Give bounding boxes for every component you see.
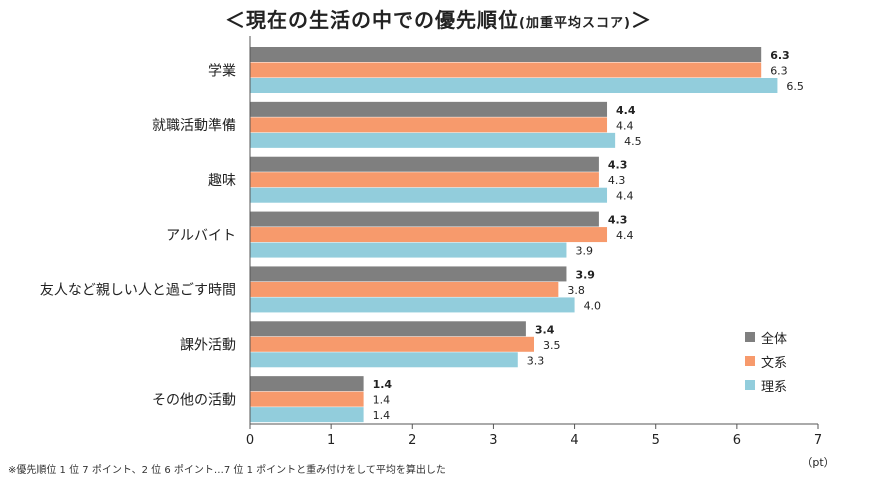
bar xyxy=(250,117,608,133)
legend: 全体 文系 理系 xyxy=(745,325,787,397)
data-label: 4.4 xyxy=(616,119,634,132)
legend-label: 全体 xyxy=(761,331,788,347)
x-tick-label: 6 xyxy=(733,433,741,448)
data-label: 3.4 xyxy=(535,323,555,336)
chart-title: ＜現在の生活の中での優先順位(加重平均スコア)＞ xyxy=(0,4,877,33)
legend-item: 理系 xyxy=(745,373,787,397)
x-tick-label: 0 xyxy=(246,433,254,448)
x-tick-label: 7 xyxy=(814,433,822,448)
data-label: 1.4 xyxy=(373,378,393,391)
x-tick-label: 2 xyxy=(408,433,416,448)
chart-title-main: ＜現在の生活の中での優先順位 xyxy=(225,8,520,32)
bar xyxy=(250,172,599,188)
bar xyxy=(250,227,608,243)
bar xyxy=(250,266,567,282)
chart-title-sub: (加重平均スコア) xyxy=(519,16,631,31)
bar xyxy=(250,297,575,313)
legend-swatch xyxy=(745,380,755,390)
bar xyxy=(250,281,559,297)
data-label: 6.3 xyxy=(770,49,790,62)
data-label: 4.0 xyxy=(584,299,602,312)
bar xyxy=(250,211,599,227)
category-label: 就職活動準備 xyxy=(152,118,236,134)
category-label: 趣味 xyxy=(208,173,236,189)
data-label: 3.9 xyxy=(575,268,595,281)
category-label: その他の活動 xyxy=(152,392,236,408)
legend-label: 理系 xyxy=(761,379,788,395)
x-tick-label: 4 xyxy=(570,433,578,448)
data-label: 3.5 xyxy=(543,339,561,352)
data-label: 6.3 xyxy=(770,65,788,78)
category-label: 友人など親しい人と過ごす時間 xyxy=(40,283,236,299)
data-label: 4.4 xyxy=(616,104,636,117)
data-label: 4.3 xyxy=(608,159,628,172)
data-label: 4.3 xyxy=(608,214,628,227)
data-label: 1.4 xyxy=(373,394,391,407)
category-label: 学業 xyxy=(208,63,236,79)
x-tick-label: 3 xyxy=(489,433,497,448)
legend-swatch xyxy=(745,332,755,342)
x-tick-label: 1 xyxy=(327,433,335,448)
bar xyxy=(250,391,364,407)
data-label: 4.5 xyxy=(624,135,642,148)
data-label: 3.9 xyxy=(575,245,593,258)
bar xyxy=(250,78,778,93)
x-unit-label: （pt） xyxy=(801,456,834,469)
data-label: 4.4 xyxy=(616,229,634,242)
data-label: 6.5 xyxy=(786,80,804,93)
legend-swatch xyxy=(745,356,755,366)
legend-label: 文系 xyxy=(761,355,788,371)
bar xyxy=(250,407,364,423)
data-label: 3.8 xyxy=(567,284,585,297)
x-tick-label: 5 xyxy=(652,433,660,448)
data-label: 1.4 xyxy=(373,409,391,422)
bar xyxy=(250,242,567,258)
bar xyxy=(250,47,762,62)
bar xyxy=(250,376,364,392)
bar xyxy=(250,132,616,148)
footnote: ※優先順位 1 位 7 ポイント、2 位 6 ポイント…7 位 1 ポイントと重… xyxy=(8,465,446,476)
data-label: 3.3 xyxy=(527,354,545,367)
bar xyxy=(250,336,534,352)
category-label: 課外活動 xyxy=(180,338,236,354)
category-label: アルバイト xyxy=(166,228,236,244)
data-label: 4.4 xyxy=(616,190,634,203)
bar xyxy=(250,156,599,172)
data-label: 4.3 xyxy=(608,174,626,187)
bar xyxy=(250,101,608,117)
legend-item: 全体 xyxy=(745,325,787,349)
chart-title-end: ＞ xyxy=(630,8,652,32)
bar xyxy=(250,352,518,368)
bar xyxy=(250,321,526,337)
legend-item: 文系 xyxy=(745,349,787,373)
bar xyxy=(250,187,608,203)
bar xyxy=(250,62,762,78)
